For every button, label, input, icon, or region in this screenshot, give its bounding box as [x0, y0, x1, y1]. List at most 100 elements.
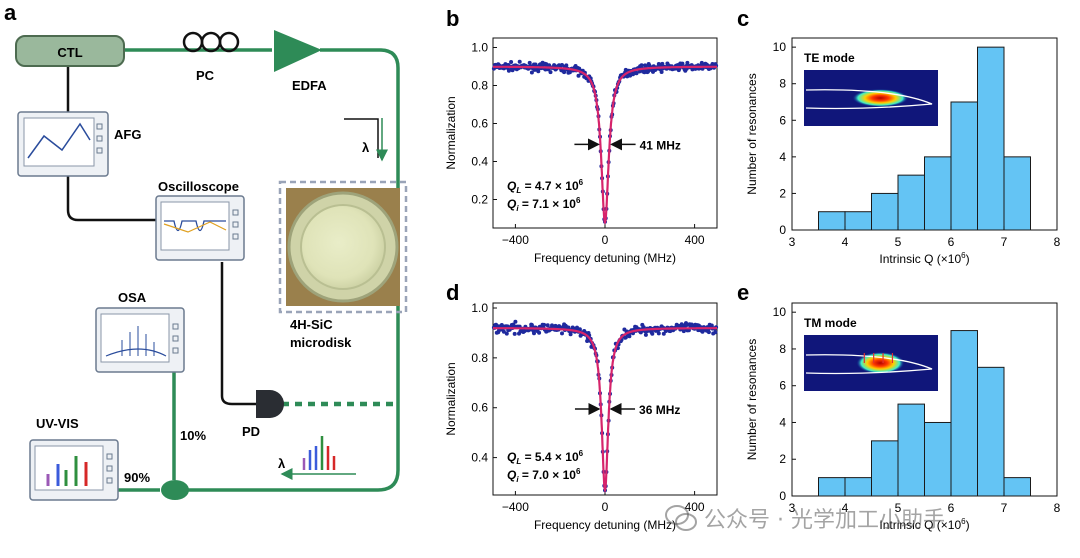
- electric-cables: [66, 66, 256, 406]
- disk-outline: [805, 354, 933, 375]
- x-tick-label: 8: [1054, 235, 1061, 249]
- data-point: [642, 70, 647, 75]
- fwhm-label: 36 MHz: [639, 403, 680, 417]
- data-point: [634, 71, 639, 76]
- x-tick-label: −400: [502, 500, 529, 514]
- panel-a-letter: a: [4, 0, 17, 25]
- pd-icon: [256, 390, 284, 418]
- histogram-bar: [950, 330, 978, 497]
- edfa-label: EDFA: [292, 78, 327, 93]
- data-point: [659, 70, 664, 74]
- mode-hotspot: [852, 89, 909, 107]
- y-tick-label: 1.0: [471, 41, 488, 55]
- x-tick-label: 400: [685, 500, 705, 514]
- histogram-bar: [871, 192, 899, 231]
- x-tick-label: 0: [602, 500, 609, 514]
- uvvis-label: UV-VIS: [36, 416, 79, 431]
- data-point: [706, 330, 711, 335]
- x-tick-label: 4: [842, 501, 849, 515]
- histogram-bar: [950, 101, 978, 231]
- x-tick-label: 6: [948, 501, 955, 515]
- data-point: [685, 60, 690, 65]
- uvvis-spectrum-lines: [46, 456, 88, 486]
- fwhm-label: 41 MHz: [640, 138, 681, 152]
- y-tick-label: 0.4: [471, 155, 488, 169]
- data-point: [577, 327, 582, 332]
- histogram-bar: [924, 421, 952, 497]
- osc-trace-orange: [163, 221, 227, 233]
- y-tick-label: 8: [779, 342, 786, 356]
- data-point: [529, 70, 534, 75]
- data-point: [656, 62, 661, 66]
- ratio-90-label: 90%: [124, 470, 150, 485]
- x-tick-label: 8: [1054, 501, 1061, 515]
- inset-label: TM mode: [804, 316, 857, 330]
- y-tick-label: 0.4: [471, 451, 488, 465]
- watermark-text: 公众号 · 光学加工小助手: [704, 508, 945, 533]
- afg-label: AFG: [114, 127, 141, 142]
- chart-e: 3 4 5 6 7 8 0 2 4 6 8 10 Intrinsic Q (×106) Number of…: [745, 302, 1061, 532]
- lambda-out-spectrum: [302, 436, 336, 470]
- y-tick-label: 4: [779, 415, 786, 429]
- x-tick-label: 4: [842, 235, 849, 249]
- x-tick-label: 7: [1001, 501, 1008, 515]
- x-axis-label: Frequency detuning (MHz): [534, 518, 676, 532]
- x-tick-label: −400: [502, 233, 529, 247]
- panel-d-letter: d: [446, 280, 459, 305]
- data-point: [501, 329, 506, 334]
- disk-outline: [805, 89, 933, 110]
- data-point: [509, 60, 514, 64]
- panel-b-letter: b: [446, 6, 459, 31]
- histogram-bar: [1003, 477, 1031, 497]
- uvvis-instrument: [29, 439, 119, 501]
- panel-c-letter: c: [737, 6, 749, 31]
- y-tick-label: 0.6: [471, 117, 488, 131]
- lambda-out-label: λ: [278, 456, 286, 471]
- chart-b: −400 0 400 0.2 0.4 0.6 0.8 1.0 Frequency detunin…: [444, 37, 719, 265]
- histogram-bar: [818, 477, 846, 497]
- data-point: [560, 331, 564, 336]
- edfa-icon: [274, 30, 322, 72]
- histogram-bar: [844, 211, 872, 231]
- osa-spectrum-lines: [121, 326, 155, 356]
- y-tick-label: 0.8: [471, 351, 488, 365]
- watermark: 公众号 · 光学加工小助手: [664, 500, 1064, 536]
- y-axis-label: Number of resonances: [745, 339, 759, 460]
- data-point: [650, 331, 655, 336]
- y-tick-label: 0: [779, 489, 786, 503]
- q-intrinsic-label: Qi = 7.0 × 106: [507, 467, 581, 484]
- x-axis-label: Intrinsic Q (×106): [879, 517, 969, 532]
- y-tick-label: 10: [773, 305, 787, 319]
- x-tick-label: 5: [895, 235, 902, 249]
- data-point: [517, 59, 522, 64]
- x-tick-label: 0: [602, 233, 609, 247]
- y-tick-label: 10: [773, 40, 787, 54]
- inset-label: TE mode: [804, 51, 855, 65]
- x-tick-label: 7: [1001, 235, 1008, 249]
- pc-label: PC: [196, 68, 215, 83]
- x-axis-label: Intrinsic Q (×106): [879, 251, 969, 266]
- microdisk-image: [278, 180, 408, 314]
- y-tick-label: 4: [779, 150, 786, 164]
- device-label-2: microdisk: [290, 335, 352, 350]
- osa-label: OSA: [118, 290, 147, 305]
- data-point: [548, 70, 553, 75]
- histogram-bar: [844, 477, 872, 497]
- histogram-bar: [897, 174, 925, 231]
- osa-instrument: [95, 307, 185, 373]
- q-loaded-label: QL = 4.7 × 106: [507, 178, 584, 195]
- x-tick-label: 6: [948, 235, 955, 249]
- data-point: [537, 330, 542, 335]
- data-point: [713, 330, 718, 335]
- q-loaded-label: QL = 5.4 × 106: [507, 449, 584, 466]
- wechat-icon: [665, 505, 697, 531]
- cable-osc-pd: [220, 262, 256, 406]
- data-point: [639, 63, 644, 68]
- data-point: [513, 319, 518, 324]
- afg-instrument: [17, 111, 109, 177]
- lorentzian-fit: [493, 65, 717, 225]
- data-point: [532, 331, 536, 336]
- histogram-bar: [977, 366, 1005, 497]
- y-tick-label: 8: [779, 77, 786, 91]
